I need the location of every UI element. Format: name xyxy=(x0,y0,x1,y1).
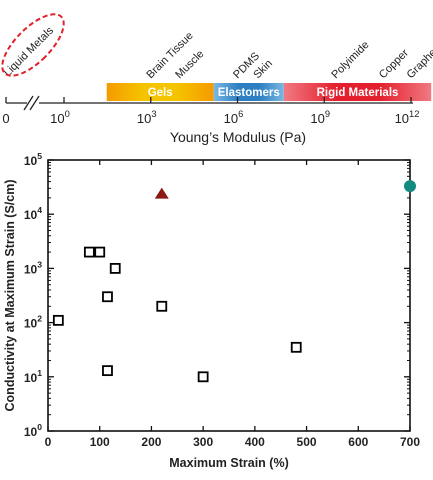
band-label-0: Gels xyxy=(148,87,173,99)
y-axis-title: Conductivity at Maximum Strain (S/cm) xyxy=(3,180,17,412)
band-1 xyxy=(213,83,284,101)
y-tick-label-5-base: 10 xyxy=(24,154,38,168)
y-tick-label-1-base: 10 xyxy=(24,371,38,385)
y-tick-label-3: 103 xyxy=(24,259,42,276)
modulus-tick-label-3: 109 xyxy=(310,109,330,126)
x-tick-label-6: 600 xyxy=(348,435,368,449)
band-2 xyxy=(283,83,432,101)
material-label-5: Polyimide xyxy=(329,39,371,81)
modulus-tick-label-2-exponent: 6 xyxy=(238,109,243,119)
x-tick-label-7: 700 xyxy=(400,435,420,449)
material-label-7: Graphene xyxy=(405,38,433,81)
data-point-circle xyxy=(404,180,416,193)
modulus-tick-label-3-base: 10 xyxy=(310,111,324,126)
y-tick-label-0-base: 10 xyxy=(24,425,38,439)
x-tick-label-5: 500 xyxy=(297,435,317,449)
x-tick-label-4: 400 xyxy=(245,435,265,449)
x-tick-label-1: 100 xyxy=(90,435,110,449)
modulus-tick-label-2: 106 xyxy=(224,109,244,126)
x-tick-label-0: 0 xyxy=(45,435,52,449)
band-label-2: Rigid Materials xyxy=(317,87,399,99)
modulus-tick-label-2-base: 10 xyxy=(224,111,238,126)
y-tick-label-3-base: 10 xyxy=(24,262,38,276)
material-label-0: Liquid Metals xyxy=(2,24,57,79)
data-point-square xyxy=(156,300,168,312)
data-point-square xyxy=(102,291,113,303)
modulus-tick-label-0: 100 xyxy=(50,109,70,126)
plot-frame xyxy=(47,159,411,432)
y-tick-label-1: 101 xyxy=(24,368,42,385)
y-tick-label-3-exponent: 3 xyxy=(37,259,42,269)
modulus-tick-label-4-base: 10 xyxy=(395,111,409,126)
modulus-tick-label-1-base: 10 xyxy=(137,111,151,126)
x-tick-label-2: 200 xyxy=(141,435,161,449)
data-point-square xyxy=(290,341,302,353)
modulus-tick-label-1: 103 xyxy=(137,109,157,126)
axis-break-mark-1 xyxy=(23,95,34,111)
band-label-1: Elastomers xyxy=(218,87,280,99)
data-point-square xyxy=(109,262,121,274)
y-tick-label-5-exponent: 5 xyxy=(37,151,42,161)
y-tick-label-2: 102 xyxy=(24,314,42,331)
axis-break-mark-2 xyxy=(29,95,40,111)
y-tick-label-5: 105 xyxy=(24,151,42,168)
modulus-tick-label-1-exponent: 3 xyxy=(151,109,156,119)
y-tick-label-4: 104 xyxy=(24,205,42,222)
modulus-tick-label-0-base: 10 xyxy=(50,111,64,126)
data-point-square xyxy=(197,371,209,383)
data-point-triangle xyxy=(154,187,169,199)
modulus-axis-title: Young’s Modulus (Pa) xyxy=(170,129,306,145)
y-tick-label-0: 100 xyxy=(24,422,42,439)
modulus-tick-label-4-exponent: 12 xyxy=(409,109,419,119)
modulus-tick-label-3-exponent: 9 xyxy=(325,109,330,119)
liquid-metals-highlight xyxy=(1,13,65,77)
data-point-square xyxy=(94,246,106,258)
modulus-tick-label-4: 1012 xyxy=(395,109,420,126)
x-axis-title: Maximum Strain (%) xyxy=(169,456,288,470)
data-point-square xyxy=(83,246,95,258)
data-point-square xyxy=(102,365,113,377)
band-0 xyxy=(106,83,214,101)
tick-label-zero: 0 xyxy=(2,111,9,126)
y-tick-label-1-exponent: 1 xyxy=(37,368,42,378)
material-label-6: Copper xyxy=(377,47,411,81)
y-tick-label-4-exponent: 4 xyxy=(37,205,42,215)
data-point-square xyxy=(52,314,64,326)
modulus-tick-label-0-exponent: 0 xyxy=(65,109,70,119)
x-tick-label-3: 300 xyxy=(193,435,213,449)
y-tick-label-2-exponent: 2 xyxy=(37,314,42,324)
y-tick-label-0-exponent: 0 xyxy=(37,422,42,432)
scatter-plot-panel: 0 100 200 300 400 500 600 700100101102103104105… xyxy=(3,151,420,470)
y-tick-label-4-base: 10 xyxy=(24,208,38,222)
y-tick-label-2-base: 10 xyxy=(24,317,38,331)
